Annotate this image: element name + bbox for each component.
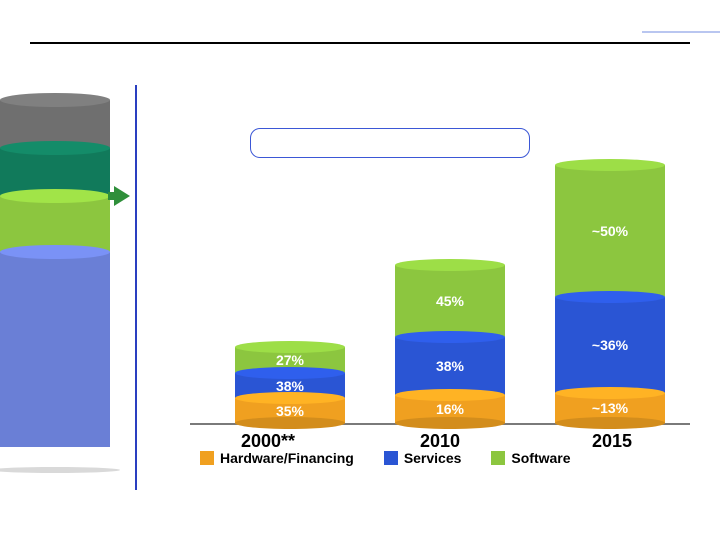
stacked-bar: 27% 38% 35% (235, 347, 345, 423)
segment-value-label: 38% (436, 358, 464, 374)
segment-value-label: 16% (436, 401, 464, 417)
xlabel-2015: 2015 (539, 431, 685, 452)
bar-segment: 38% (395, 337, 505, 395)
legend-hardware-label: Hardware/Financing (220, 450, 354, 466)
legend-software: Software (491, 450, 570, 466)
left-summary-pillar (0, 100, 110, 473)
arrow-icon (114, 186, 130, 206)
segment-value-label: 38% (276, 378, 304, 394)
bar-segment: ~13% (555, 393, 665, 423)
xlabel-2000: 2000** (195, 431, 341, 452)
x-axis-labels: 2000** 2010 2015 (190, 431, 690, 452)
xlabel-2010: 2010 (367, 431, 513, 452)
bar-segment: ~36% (555, 297, 665, 393)
swatch-services-icon (384, 451, 398, 465)
legend-software-label: Software (511, 450, 570, 466)
chart-plot-area: 27% 38% 35% 45% 38% 16% ~50% ~36% ~13% (190, 160, 690, 425)
swatch-hardware-icon (200, 451, 214, 465)
chart-legend: Hardware/Financing Services Software (200, 450, 700, 466)
header-rule (30, 42, 690, 44)
legend-hardware: Hardware/Financing (200, 450, 354, 466)
segment-profit-chart: 27% 38% 35% 45% 38% 16% ~50% ~36% ~13% 2000** 20… (190, 160, 690, 500)
bar-segment: 45% (395, 265, 505, 337)
segment-value-label: ~36% (592, 337, 628, 353)
legend-services-label: Services (404, 450, 462, 466)
ibm-logo (642, 14, 690, 34)
callout-box (250, 128, 530, 158)
stacked-bar: ~50% ~36% ~13% (555, 165, 665, 423)
segment-value-label: 27% (276, 352, 304, 368)
swatch-software-icon (491, 451, 505, 465)
legend-services: Services (384, 450, 462, 466)
bar-segment: ~50% (555, 165, 665, 297)
segment-value-label: 35% (276, 403, 304, 419)
bar-segment: 16% (395, 395, 505, 423)
segment-value-label: ~13% (592, 400, 628, 416)
stacked-bar: 45% 38% 16% (395, 265, 505, 423)
vertical-divider (135, 85, 137, 490)
segment-value-label: 45% (436, 293, 464, 309)
segment-value-label: ~50% (592, 223, 628, 239)
bar-segment: 35% (235, 398, 345, 423)
